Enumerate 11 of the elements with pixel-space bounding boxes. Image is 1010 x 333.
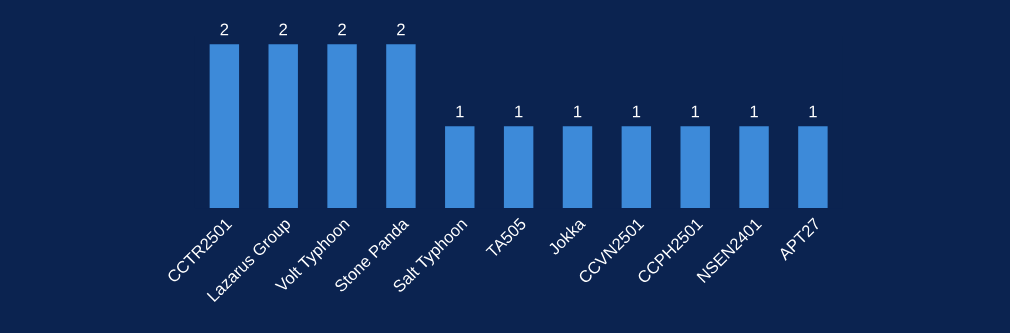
data-label: 2 <box>279 23 288 36</box>
data-label: 2 <box>220 23 229 36</box>
data-label: 2 <box>338 23 346 36</box>
data-label: 1 <box>632 105 641 118</box>
data-label: 1 <box>456 105 464 118</box>
data-label: 2 <box>397 23 405 36</box>
data-label: 1 <box>574 105 582 118</box>
data-label: 1 <box>809 105 817 118</box>
data-label: 1 <box>750 105 758 118</box>
data-label: 1 <box>691 105 700 118</box>
data-label: 1 <box>515 105 523 118</box>
